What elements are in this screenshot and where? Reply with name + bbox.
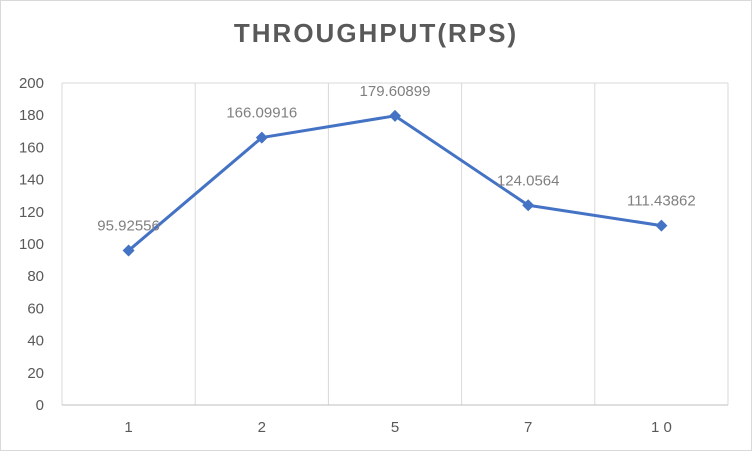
label-layer: 95.92556 166.09916 179.60899 124.0564 111.43…	[97, 83, 695, 235]
data-label: 166.09916	[226, 105, 297, 122]
y-tick-label: 20	[27, 365, 44, 382]
y-tick-label: 180	[19, 107, 44, 124]
series-layer	[122, 109, 668, 257]
y-tick-label: 40	[27, 333, 44, 350]
x-tick-label: 1	[124, 419, 132, 436]
data-point-marker	[255, 131, 268, 144]
data-point-marker	[122, 244, 135, 257]
data-label: 179.60899	[360, 83, 431, 100]
x-tick-label: 5	[391, 419, 399, 436]
data-point-marker	[522, 199, 535, 212]
x-tick-label: 2	[258, 419, 266, 436]
y-tick-label: 120	[19, 204, 44, 221]
x-tick-label: 7	[524, 419, 532, 436]
y-tick-label: 80	[27, 268, 44, 285]
x-tick-label: 1 0	[651, 419, 672, 436]
y-tick-label: 160	[19, 139, 44, 156]
axis-layer: 0 20 40 60 80 100 120 140 160 180 200 1 2 5 7 1 0	[19, 75, 728, 436]
data-point-marker	[655, 219, 668, 232]
y-tick-label: 60	[27, 300, 44, 317]
data-point-marker	[389, 109, 401, 122]
data-label: 95.92556	[97, 218, 160, 235]
y-tick-label: 200	[19, 75, 44, 92]
series-line	[127, 114, 662, 252]
y-tick-label: 100	[19, 236, 44, 253]
grid-layer	[61, 82, 729, 405]
data-label: 124.0564	[497, 172, 560, 189]
y-tick-label: 0	[36, 397, 44, 414]
chart-title: THROUGHPUT(RPS)	[233, 18, 519, 48]
data-label: 111.43862	[627, 193, 696, 210]
y-tick-label: 140	[19, 172, 44, 189]
